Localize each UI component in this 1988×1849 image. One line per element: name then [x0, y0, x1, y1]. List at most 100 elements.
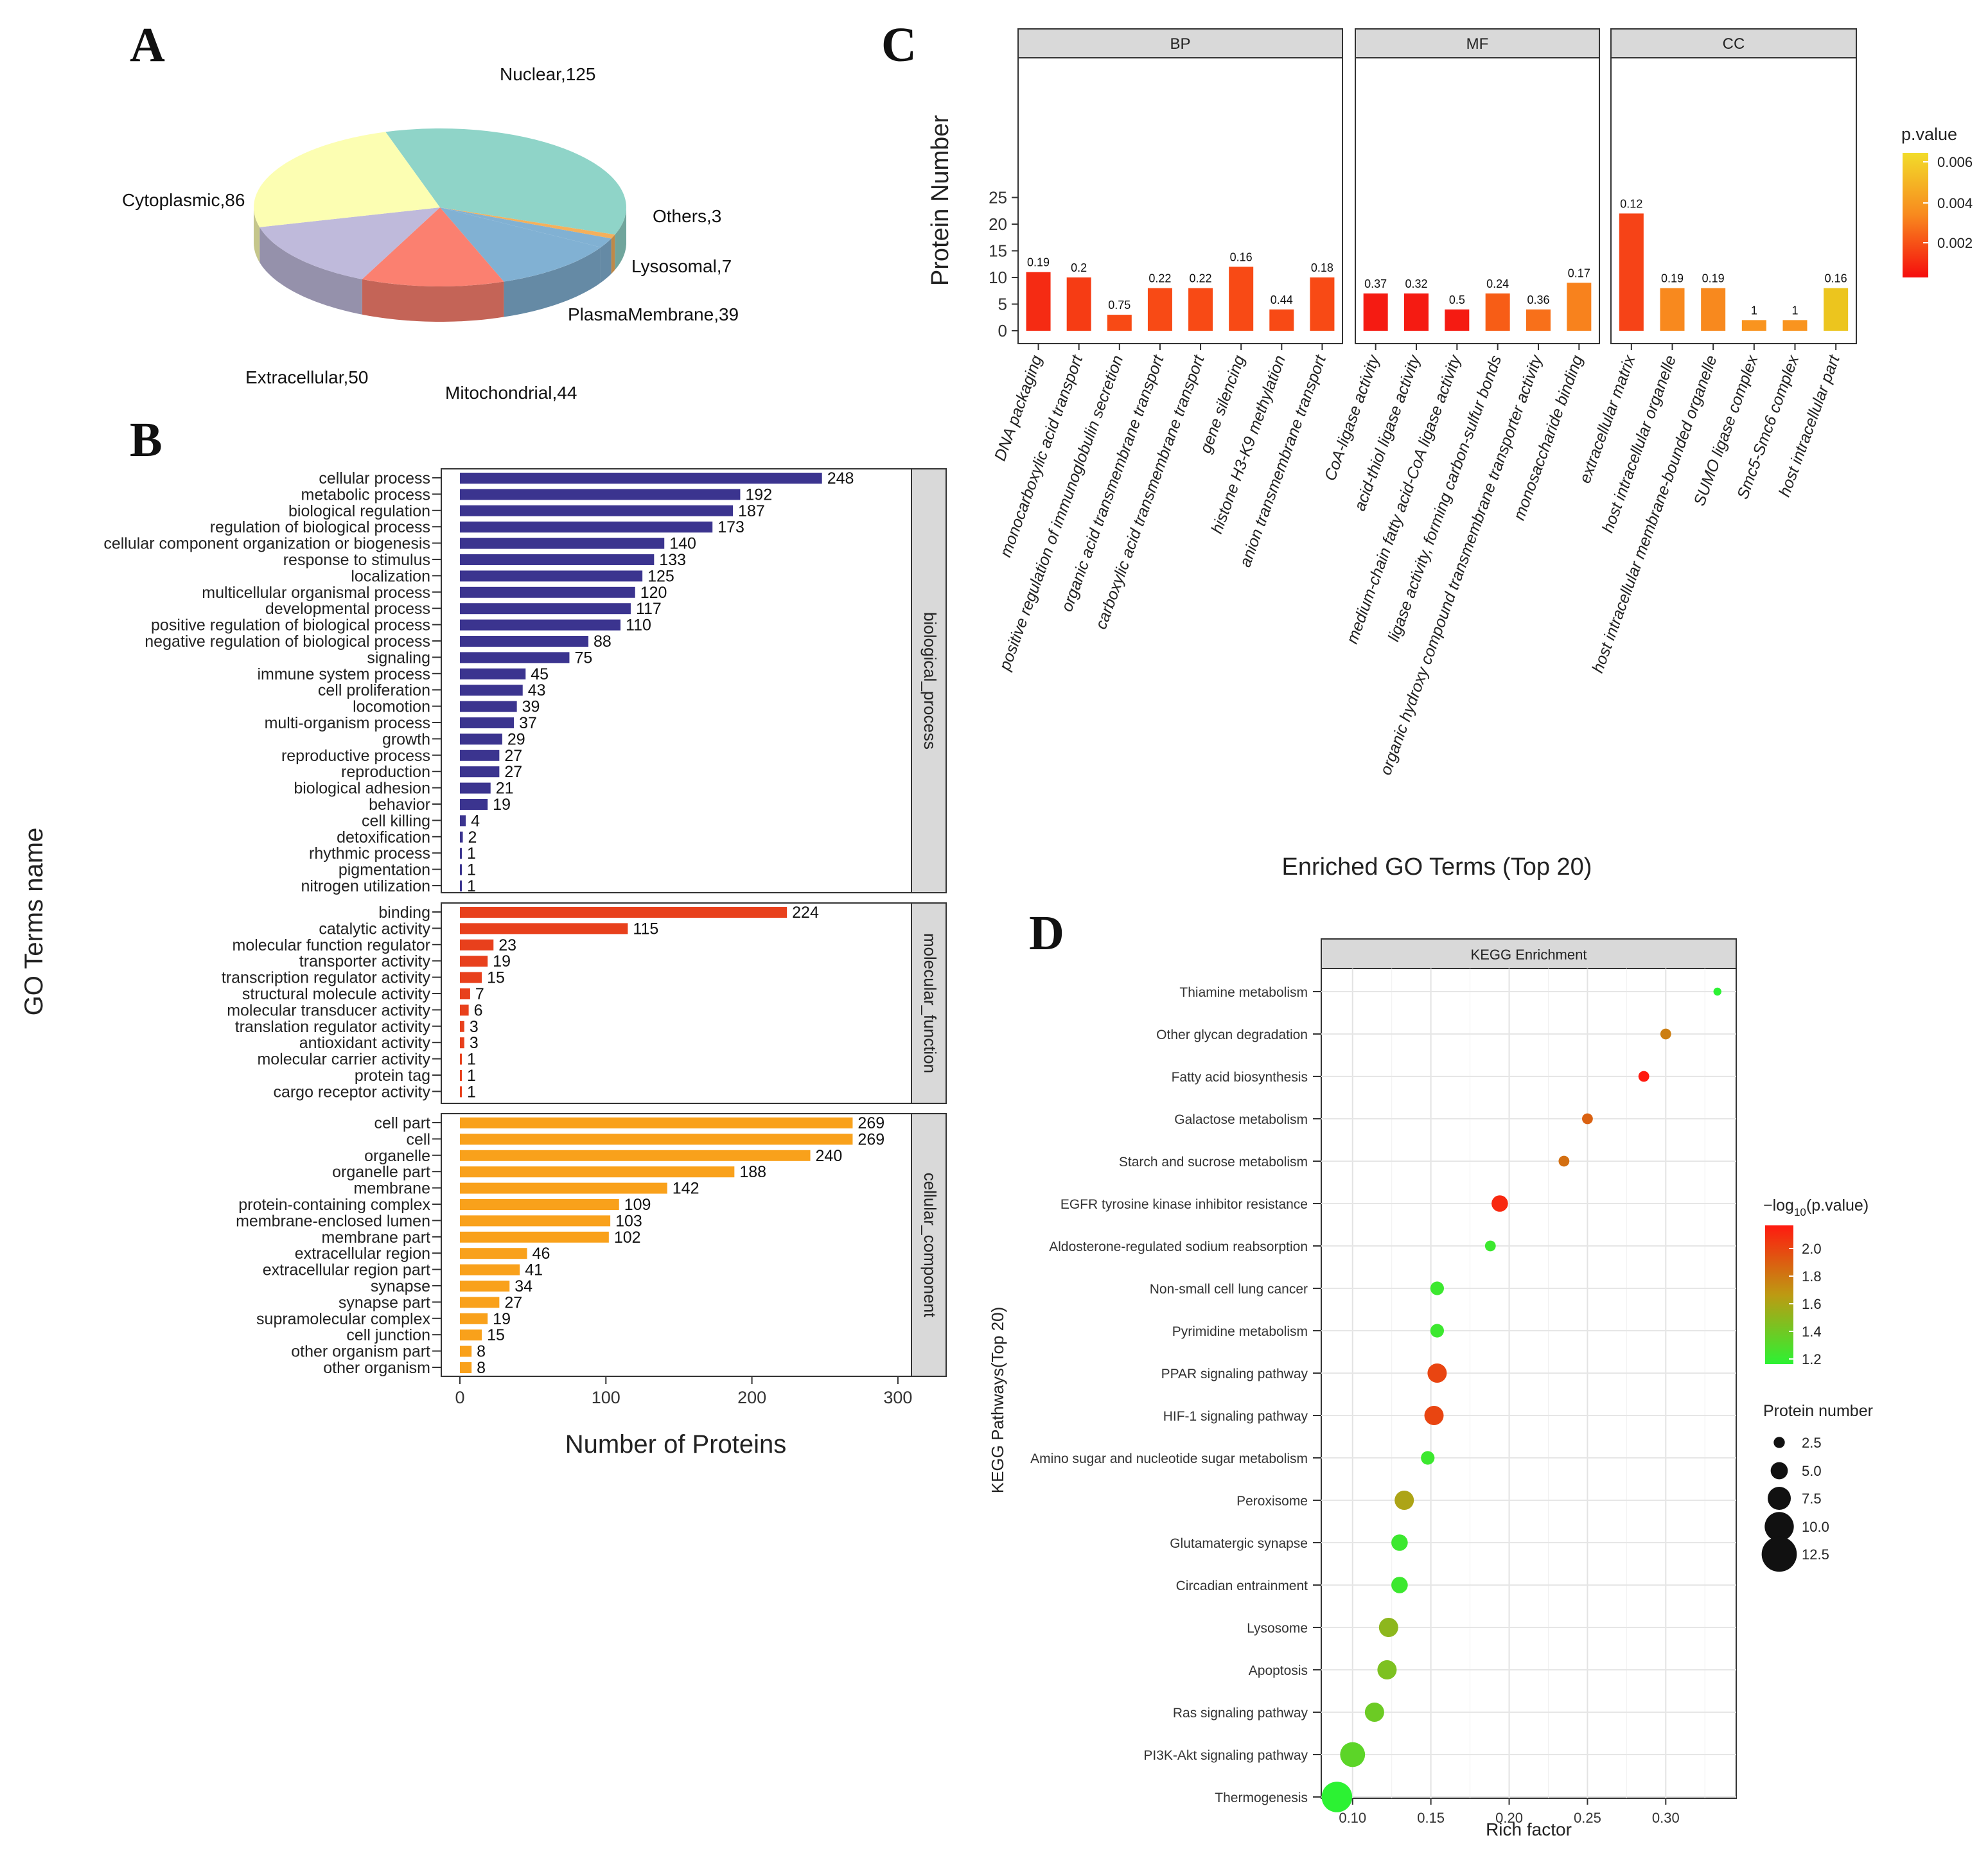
kegg-color-label-1: 1.8 — [1802, 1268, 1822, 1284]
term-label-negative-regulation-of-biological-process: negative regulation of biological proces… — [145, 633, 430, 651]
bar-value-binding: 224 — [792, 904, 819, 922]
term-label-organelle-part: organelle part — [332, 1163, 430, 1181]
pathway-label-non-small-cell-lung-cancer: Non-small cell lung cancer — [1150, 1282, 1308, 1297]
panel-label-c: C — [881, 18, 917, 72]
facet-strip-label-cellular-component: cellular_component — [920, 1173, 940, 1318]
term-label-localization: localization — [351, 567, 430, 585]
pvalue-legend-label-1: 0.004 — [1937, 195, 1973, 211]
pie-side-plasmamembrane — [504, 247, 601, 317]
kegg-color-label-2: 1.6 — [1802, 1296, 1822, 1312]
bar-value-cellular-process: 248 — [827, 469, 854, 487]
bar-detoxification — [460, 831, 463, 843]
bar-cellular-process — [460, 473, 822, 484]
bar-other-organism-part — [460, 1345, 472, 1357]
term-label-regulation-of-biological-process: regulation of biological process — [210, 518, 430, 536]
bar-molecular-carrier-activity — [460, 1053, 462, 1065]
bar-pvalue-carboxylic-acid-transmembrane-transport: 0.22 — [1190, 272, 1212, 285]
bar-antioxidant-activity — [460, 1037, 464, 1049]
bar-signaling — [460, 652, 570, 663]
pie-slice-plasmamembrane — [440, 207, 601, 282]
pathway-label-thermogenesis: Thermogenesis — [1215, 1791, 1308, 1805]
size-legend-label-1: 5.0 — [1802, 1463, 1822, 1479]
bar-pvalue-extracellular-matrix: 0.12 — [1620, 197, 1642, 210]
term-label-developmental-process: developmental process — [265, 600, 430, 618]
bar-membrane-part — [460, 1231, 609, 1243]
bubble-thiamine-metabolism — [1713, 987, 1721, 996]
bar-dna-packaging — [1026, 272, 1051, 331]
term-label-pigmentation: pigmentation — [339, 861, 430, 879]
bar-value-protein-containing-complex: 109 — [624, 1196, 651, 1214]
bar-value-molecular-carrier-activity: 1 — [467, 1051, 476, 1069]
pie-side-cytoplasmic — [254, 207, 260, 263]
pathway-label-ppar-signaling-pathway: PPAR signaling pathway — [1161, 1367, 1308, 1381]
bar-pvalue-monosaccharide-binding: 0.17 — [1568, 267, 1590, 279]
bar-value-membrane-part: 102 — [614, 1229, 641, 1247]
bar-value-synapse: 34 — [515, 1277, 532, 1295]
bar-transporter-activity — [460, 956, 488, 967]
kegg-plot-area — [1321, 968, 1737, 1799]
bar-cell-junction — [460, 1329, 482, 1341]
pie-slice-mitochondrial — [362, 207, 504, 286]
size-legend-label-4: 12.5 — [1802, 1547, 1829, 1563]
facet-strip-label-bp: BP — [1170, 35, 1190, 53]
bar-value-synapse-part: 27 — [504, 1293, 522, 1311]
pathway-label-pi3k-akt-signaling-pathway: PI3K-Akt signaling pathway — [1143, 1748, 1308, 1763]
bar-host-intracellular-organelle — [1660, 288, 1685, 331]
y-tick-label-10: 10 — [989, 268, 1007, 287]
facet-strip-biological-process — [911, 468, 947, 893]
bar-smc5-smc6-complex — [1782, 320, 1808, 331]
bar-value-supramolecular-complex: 19 — [493, 1310, 511, 1328]
bar-host-intracellular-part — [1824, 288, 1849, 331]
term-label-cell-killing: cell killing — [362, 812, 430, 830]
bar-cargo-receptor-activity — [460, 1086, 462, 1098]
bar-value-structural-molecule-activity: 7 — [475, 985, 484, 1003]
y-tick-label-15: 15 — [989, 241, 1007, 261]
pie-side-nuclear — [615, 207, 626, 270]
term-label-response-to-stimulus: response to stimulus — [283, 551, 430, 569]
size-legend-dot-3 — [1764, 1512, 1794, 1541]
x-tick-label-0-20: 0.20 — [1495, 1810, 1523, 1826]
bar-pvalue-host-intracellular-organelle: 0.19 — [1661, 272, 1684, 285]
facet-strip-molecular-function — [911, 902, 947, 1104]
bar-catalytic-activity — [460, 923, 628, 934]
term-label-protein-tag: protein tag — [355, 1067, 430, 1085]
bar-value-cell-proliferation: 43 — [528, 681, 546, 699]
bar-value-multicellular-organismal-process: 120 — [640, 584, 667, 602]
facet-strip-label-molecular-function: molecular_function — [920, 933, 940, 1073]
kegg-size-legend-title: Protein number — [1763, 1402, 1873, 1420]
bar-negative-regulation-of-biological-process — [460, 636, 589, 647]
bar-value-response-to-stimulus: 133 — [659, 551, 686, 569]
term-label-immune-system-process: immune system process — [257, 665, 430, 683]
bar-pvalue-acid-thiol-ligase-activity: 0.32 — [1405, 277, 1427, 290]
bar-value-antioxidant-activity: 3 — [470, 1034, 479, 1052]
facet-strip-label-biological-process: biological_process — [920, 612, 940, 749]
bar-value-metabolic-process: 192 — [745, 486, 772, 504]
bar-value-negative-regulation-of-biological-process: 88 — [594, 633, 611, 651]
size-legend-label-2: 7.5 — [1802, 1491, 1822, 1507]
size-legend-dot-0 — [1773, 1437, 1785, 1448]
bubble-egfr-tyrosine-kinase-inhibitor-resistance — [1491, 1195, 1508, 1212]
bar-value-cell-killing: 4 — [471, 812, 480, 830]
bar-value-membrane-enclosed-lumen: 103 — [615, 1212, 642, 1230]
pie-slice-lysosomal — [440, 207, 611, 247]
term-label-biological-adhesion: biological adhesion — [294, 780, 430, 798]
pie-slice-cytoplasmic — [254, 132, 440, 227]
pvalue-legend-label-0: 0.006 — [1937, 154, 1973, 170]
y-axis-title: KEGG Pathways(Top 20) — [988, 1307, 1007, 1493]
x-tick-label-100: 100 — [592, 1388, 620, 1407]
kegg-color-legend-title: −log10(p.value) — [1763, 1196, 1869, 1218]
y-tick-label-20: 20 — [989, 215, 1007, 234]
bar-anion-transmembrane-transport — [1310, 277, 1335, 331]
pathway-label-peroxisome: Peroxisome — [1236, 1494, 1308, 1509]
bar-protein-containing-complex — [460, 1199, 619, 1210]
x-tick-label-0-10: 0.10 — [1339, 1810, 1366, 1826]
bar-value-catalytic-activity: 115 — [633, 920, 658, 938]
bar-rhythmic-process — [460, 848, 462, 859]
bar-pvalue-medium-chain-fatty-acid-coa-ligase-activity: 0.5 — [1449, 294, 1465, 306]
term-label-molecular-function-regulator: molecular function regulator — [233, 936, 431, 954]
term-label-synapse: synapse — [371, 1277, 430, 1295]
bar-value-protein-tag: 1 — [467, 1067, 476, 1085]
term-label-translation-regulator-activity: translation regulator activity — [235, 1018, 431, 1036]
bubble-galactose-metabolism — [1582, 1113, 1593, 1125]
pie-side-extracellular — [259, 227, 362, 315]
